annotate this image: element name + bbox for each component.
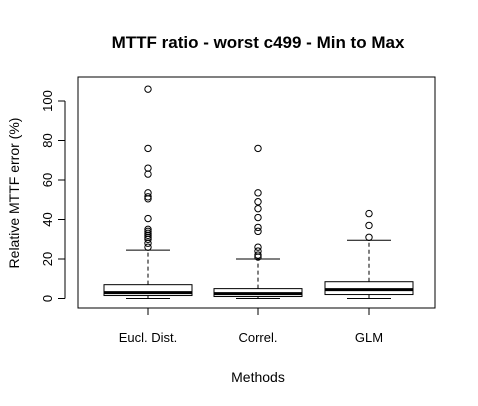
outlier-point [144, 225, 152, 234]
box-2 [213, 144, 303, 299]
plot-frame [77, 76, 436, 309]
y-tick-label: 0 [40, 295, 55, 302]
iqr-box [103, 284, 193, 297]
outlier-point [144, 85, 152, 93]
box-1 [103, 85, 193, 299]
outlier-point [254, 213, 262, 222]
y-tick-label: 60 [40, 173, 55, 187]
outlier-point [254, 247, 262, 255]
outlier-point [144, 227, 152, 236]
outlier-point [254, 227, 262, 236]
outlier-point [254, 223, 262, 232]
outlier-point [144, 189, 152, 197]
outlier-point [254, 198, 262, 206]
x-tick-label: Correl. [238, 330, 277, 345]
x-axis-label: Methods [231, 369, 285, 385]
outlier-point [365, 233, 373, 241]
x-tick-label: GLM [355, 330, 383, 345]
boxes [103, 85, 414, 299]
outlier-point [144, 229, 152, 238]
outlier-point [254, 243, 262, 251]
y-tick-label: 20 [40, 252, 55, 266]
outlier-point [144, 144, 152, 153]
outlier-point [254, 204, 262, 213]
y-axis: 0 20 40 60 80 100 [40, 90, 66, 302]
box-3 [324, 209, 414, 299]
outlier-point [144, 243, 152, 251]
y-tick-label: 80 [40, 133, 55, 147]
outlier-point [254, 251, 262, 259]
outlier-point [365, 221, 373, 230]
x-axis: Eucl. Dist. Correl. GLM [119, 307, 383, 345]
y-tick-label: 40 [40, 212, 55, 226]
outlier-point [254, 189, 262, 197]
outlier-point [144, 193, 152, 201]
y-tick-label: 100 [40, 90, 55, 112]
outlier-point [365, 209, 373, 218]
outlier-point [144, 214, 152, 223]
outlier-point [144, 164, 152, 172]
outlier-point [254, 144, 262, 153]
x-tick-label: Eucl. Dist. [119, 330, 178, 345]
y-axis-label: Relative MTTF error (%) [6, 118, 22, 269]
chart-title: MTTF ratio - worst c499 - Min to Max [112, 33, 405, 52]
